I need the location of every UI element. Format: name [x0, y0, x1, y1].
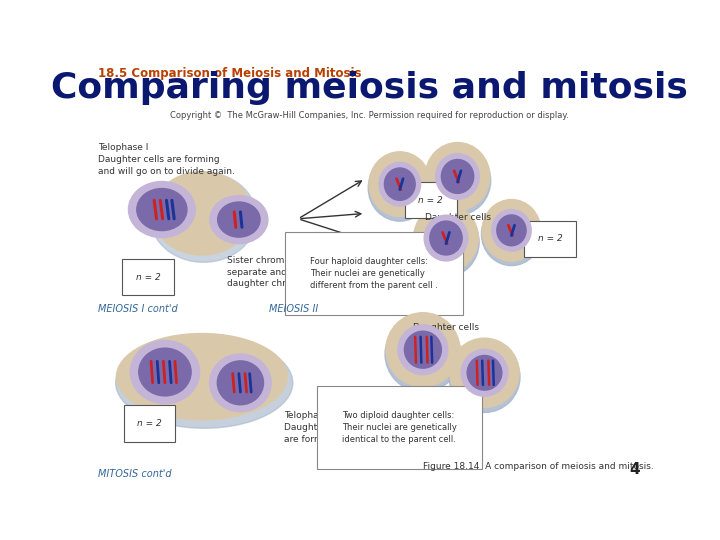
- Ellipse shape: [385, 316, 461, 392]
- Ellipse shape: [482, 200, 541, 261]
- Text: Daughter cells: Daughter cells: [413, 323, 479, 332]
- Ellipse shape: [449, 341, 520, 413]
- Ellipse shape: [492, 210, 531, 251]
- Ellipse shape: [139, 348, 191, 396]
- Ellipse shape: [450, 338, 519, 408]
- Text: n = 2: n = 2: [135, 273, 161, 282]
- Text: n = 2: n = 2: [418, 195, 443, 205]
- Ellipse shape: [379, 163, 420, 206]
- Text: Daughter cells: Daughter cells: [425, 213, 490, 222]
- Ellipse shape: [413, 207, 479, 277]
- Ellipse shape: [424, 215, 468, 261]
- Ellipse shape: [217, 202, 260, 237]
- Text: n = 2: n = 2: [138, 419, 162, 428]
- Ellipse shape: [398, 325, 448, 375]
- Text: Two diploid daughter cells:
Their nuclei are genetically
identical to the parent: Two diploid daughter cells: Their nuclei…: [342, 411, 457, 444]
- Ellipse shape: [414, 204, 478, 272]
- Text: 4: 4: [629, 462, 640, 477]
- Text: Figure 18.14  A comparison of meiosis and mitosis.: Figure 18.14 A comparison of meiosis and…: [423, 462, 654, 471]
- Ellipse shape: [461, 349, 508, 396]
- Text: MEIOSIS I cont'd: MEIOSIS I cont'd: [98, 303, 178, 314]
- Text: Telophase I
Daughter cells are forming
and will go on to divide again.: Telophase I Daughter cells are forming a…: [98, 143, 235, 176]
- Ellipse shape: [152, 172, 252, 255]
- Ellipse shape: [117, 334, 287, 420]
- Text: Sister chromatids
separate and become
daughter chromosomes.: Sister chromatids separate and become da…: [227, 256, 337, 288]
- Ellipse shape: [441, 159, 474, 193]
- Ellipse shape: [386, 313, 460, 387]
- Ellipse shape: [130, 340, 199, 403]
- Ellipse shape: [426, 143, 490, 210]
- Text: n = 2: n = 2: [538, 234, 562, 243]
- Text: 18.5 Comparison of Meiosis and Mitosis: 18.5 Comparison of Meiosis and Mitosis: [98, 67, 361, 80]
- Ellipse shape: [482, 202, 541, 266]
- Text: Comparing meiosis and mitosis: Comparing meiosis and mitosis: [50, 71, 688, 105]
- Text: Four haploid daughter cells:
Their nuclei are genetically
different from the par: Four haploid daughter cells: Their nucle…: [310, 257, 438, 290]
- Text: Telophase
Daughter cells
are forming.: Telophase Daughter cells are forming.: [284, 411, 351, 444]
- Ellipse shape: [467, 355, 502, 390]
- Ellipse shape: [137, 188, 187, 231]
- Ellipse shape: [217, 361, 264, 405]
- Ellipse shape: [128, 181, 195, 238]
- Text: Copyright ©  The McGraw-Hill Companies, Inc. Permission required for reproductio: Copyright © The McGraw-Hill Companies, I…: [170, 111, 568, 120]
- Ellipse shape: [424, 146, 491, 215]
- Text: MITOSIS cont'd: MITOSIS cont'd: [98, 469, 171, 479]
- Ellipse shape: [384, 168, 415, 200]
- Ellipse shape: [405, 331, 441, 368]
- Ellipse shape: [430, 221, 462, 255]
- Ellipse shape: [436, 153, 480, 199]
- Text: MEIOSIS II: MEIOSIS II: [269, 303, 318, 314]
- Ellipse shape: [150, 172, 256, 262]
- Ellipse shape: [210, 354, 271, 411]
- Ellipse shape: [210, 195, 268, 244]
- Ellipse shape: [116, 338, 293, 428]
- Ellipse shape: [369, 152, 431, 217]
- Ellipse shape: [368, 155, 431, 221]
- Ellipse shape: [497, 215, 526, 246]
